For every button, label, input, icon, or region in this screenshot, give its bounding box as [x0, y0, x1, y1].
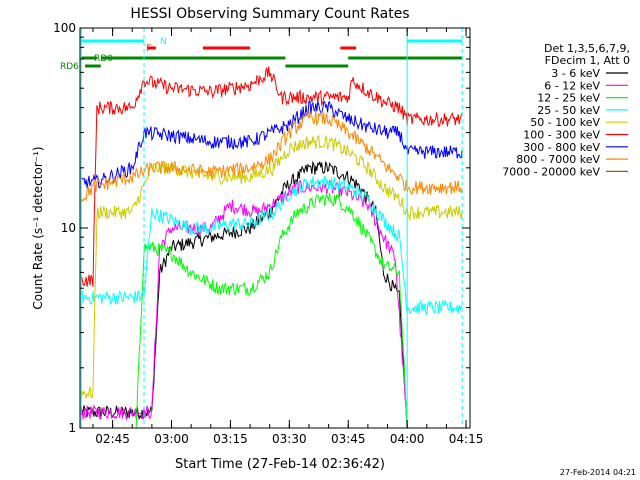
series-line-2 — [81, 192, 463, 429]
series-line-4 — [80, 134, 463, 399]
status-bar-label-n: N — [160, 37, 167, 47]
legend-label-5: 100 - 300 keV — [523, 129, 600, 142]
x-tick-label-0: 02:45 — [95, 432, 130, 446]
x-tick-label-3: 03:30 — [272, 432, 307, 446]
legend-label-8: 7000 - 20000 keV — [502, 165, 600, 178]
legend-label-0: 3 - 6 keV — [551, 67, 600, 80]
x-tick-label-1: 03:00 — [154, 432, 189, 446]
footer-timestamp: 27-Feb-2014 04:21 — [560, 468, 636, 477]
x-tick-label-4: 03:45 — [331, 432, 366, 446]
y-tick-label-1: 10 — [61, 221, 76, 235]
legend-label-1: 6 - 12 keV — [544, 79, 600, 92]
x-tick-label-6: 04:15 — [449, 432, 484, 446]
series-line-3 — [80, 175, 463, 316]
series-line-5 — [80, 66, 463, 287]
legend-label-2: 12 - 25 keV — [537, 92, 600, 105]
legend-label-4: 50 - 100 keV — [530, 116, 600, 129]
series-line-7 — [80, 111, 463, 203]
x-tick-label-5: 04:00 — [390, 432, 425, 446]
legend-header-0: Det 1,3,5,6,7,9, — [544, 42, 630, 55]
legend-header-1: FDecim 1, Att 0 — [545, 54, 630, 67]
legend-label-6: 300 - 800 keV — [523, 141, 600, 154]
x-axis-label: Start Time (27-Feb-14 02:36:42) — [175, 457, 385, 472]
y-axis-label: Count Rate (s⁻¹ detector⁻¹) — [31, 146, 45, 309]
legend-label-3: 25 - 50 keV — [537, 104, 600, 117]
series-line-6 — [81, 100, 463, 189]
status-bar-label-f: F — [146, 44, 151, 54]
x-tick-label-2: 03:15 — [213, 432, 248, 446]
chart-title: HESSI Observing Summary Count Rates — [130, 6, 409, 22]
y-tick-label-2: 100 — [53, 21, 76, 35]
status-bar-label-rd0: RD0 — [94, 54, 113, 64]
legend-label-7: 800 - 7000 keV — [516, 153, 600, 166]
series-line-1 — [80, 179, 463, 429]
y-tick-label-0: 1 — [68, 421, 76, 435]
status-bar-label-rd6: RD6 — [60, 62, 79, 72]
